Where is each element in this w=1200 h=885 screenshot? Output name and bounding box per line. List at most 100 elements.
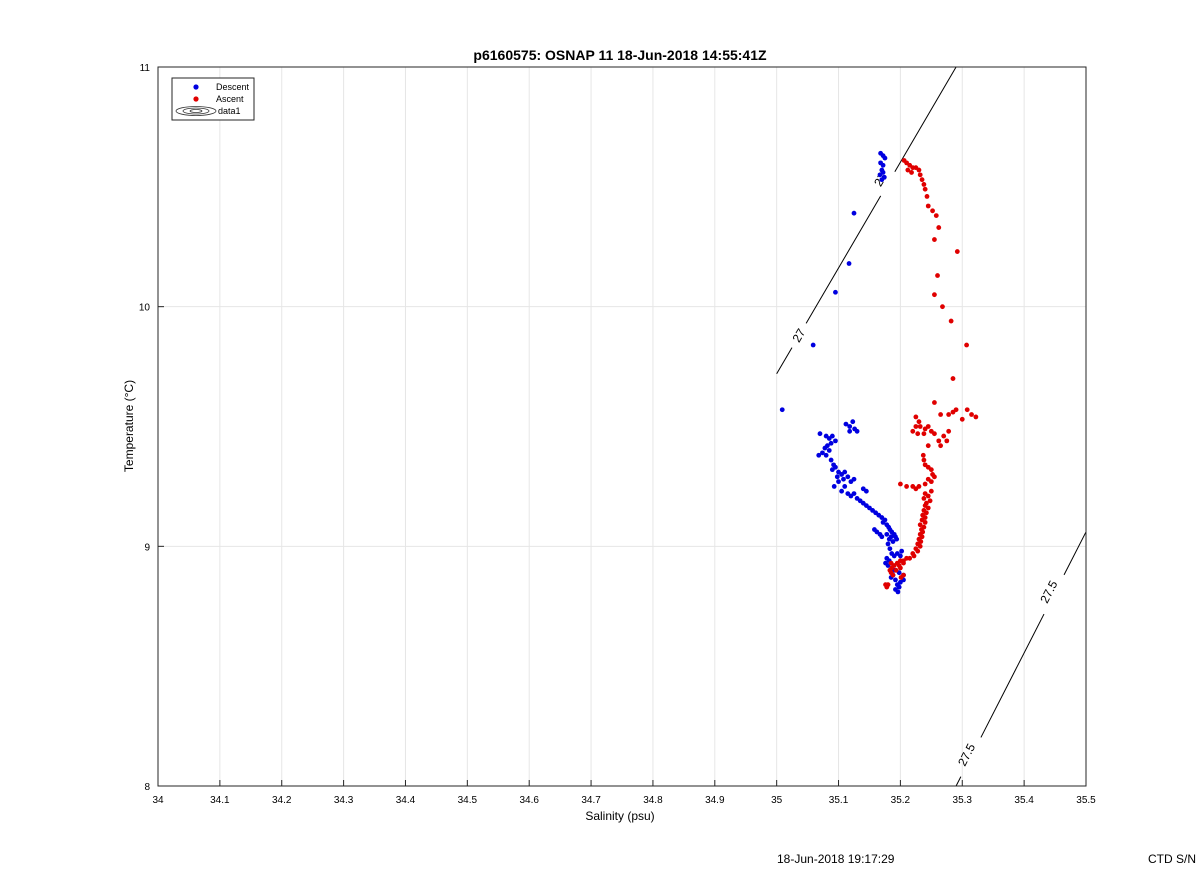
point-descent	[884, 531, 890, 537]
point-ascent	[922, 519, 928, 525]
y-axis-ticks: 8 9 10 11	[139, 63, 164, 793]
axes-background	[158, 67, 1086, 786]
point-ascent	[919, 177, 925, 183]
x-tick-label: 34.5	[458, 795, 478, 806]
legend-label-ascent: Ascent	[216, 94, 244, 104]
y-tick-label: 10	[139, 303, 151, 314]
x-tick-label: 35.1	[829, 795, 849, 806]
point-ascent	[916, 167, 922, 173]
contour-line-segment	[894, 66, 957, 172]
point-descent	[833, 438, 838, 444]
point-descent	[886, 536, 892, 542]
point-descent	[894, 536, 900, 542]
point-ascent	[921, 457, 927, 463]
point-ascent	[922, 186, 928, 192]
point-descent	[851, 476, 857, 482]
point-ascent	[925, 203, 931, 209]
point-descent	[863, 488, 869, 494]
point-ascent	[959, 416, 965, 422]
point-ascent	[898, 481, 903, 487]
point-descent	[841, 476, 846, 482]
contour-line-segment	[955, 776, 962, 787]
point-descent	[885, 541, 891, 547]
point-ascent	[938, 443, 944, 449]
point-ascent	[921, 496, 927, 501]
point-ascent	[925, 493, 931, 499]
legend-marker-descent	[193, 84, 199, 90]
point-ascent	[923, 510, 929, 516]
point-ascent	[904, 484, 909, 489]
point-descent	[828, 440, 834, 446]
data-points	[779, 150, 979, 595]
x-axis-label: Salinity (psu)	[585, 809, 654, 823]
y-axis-label: Temperature (°C)	[122, 380, 136, 472]
legend-label-data1: data1	[218, 106, 241, 116]
point-descent	[872, 527, 877, 532]
point-descent	[851, 491, 857, 497]
point-ascent	[953, 407, 959, 413]
point-ascent	[922, 481, 928, 487]
point-ascent	[921, 182, 927, 187]
point-ascent	[932, 400, 937, 405]
point-ascent	[932, 292, 937, 298]
point-ascent	[933, 213, 939, 218]
point-ascent	[936, 438, 942, 444]
point-descent	[810, 342, 816, 348]
point-ascent	[916, 484, 922, 489]
point-ascent	[969, 412, 974, 417]
point-descent	[846, 261, 852, 266]
point-ascent	[888, 560, 894, 566]
contour-line-segment	[980, 613, 1045, 738]
point-ascent	[901, 560, 906, 566]
point-descent	[879, 534, 885, 540]
x-tick-label: 35.3	[953, 795, 973, 806]
point-ascent	[944, 438, 950, 444]
point-descent	[828, 457, 834, 463]
chart-title: p6160575: OSNAP 11 18-Jun-2018 14:55:41Z	[473, 47, 767, 63]
point-ascent	[905, 167, 911, 173]
point-ascent	[938, 412, 944, 417]
point-ascent	[913, 424, 919, 429]
x-tick-label: 34.9	[705, 795, 725, 806]
point-ascent	[917, 424, 923, 429]
point-ascent	[964, 342, 969, 348]
contour-line-segment	[1063, 531, 1087, 576]
footer-ctd-serial: CTD S/N	[1148, 852, 1196, 866]
x-tick-label: 34.2	[272, 795, 292, 806]
x-tick-label: 35.5	[1076, 795, 1096, 806]
point-descent	[880, 162, 886, 168]
point-descent	[851, 210, 857, 216]
point-descent	[887, 546, 893, 552]
point-ascent	[915, 548, 921, 554]
x-tick-label: 34.3	[334, 795, 354, 806]
point-ascent	[941, 433, 947, 439]
point-ascent	[920, 452, 926, 458]
point-descent	[880, 519, 886, 525]
x-tick-label: 34.6	[519, 795, 539, 806]
point-descent	[834, 474, 840, 480]
point-descent	[829, 467, 835, 473]
point-ascent	[946, 412, 952, 417]
point-ascent	[910, 428, 916, 434]
y-tick-label: 11	[140, 63, 151, 74]
point-descent	[847, 428, 853, 434]
x-tick-label: 34.8	[643, 795, 663, 806]
point-descent	[899, 548, 905, 554]
point-descent	[820, 450, 825, 456]
footer-timestamp: 18-Jun-2018 19:17:29	[777, 852, 895, 866]
point-ascent	[928, 479, 934, 485]
point-ascent	[893, 567, 899, 573]
point-descent	[833, 289, 838, 295]
y-tick-label: 8	[144, 782, 150, 793]
x-tick-label: 34.4	[396, 795, 416, 806]
point-descent	[879, 177, 885, 183]
axes-box	[157, 66, 1087, 787]
point-ascent	[901, 572, 906, 578]
point-ascent	[925, 424, 931, 429]
point-ascent	[898, 565, 903, 571]
point-descent	[831, 484, 837, 489]
point-ascent	[932, 431, 937, 437]
point-ascent	[932, 237, 937, 242]
point-ascent	[948, 318, 954, 324]
x-tick-label: 34	[152, 795, 164, 806]
